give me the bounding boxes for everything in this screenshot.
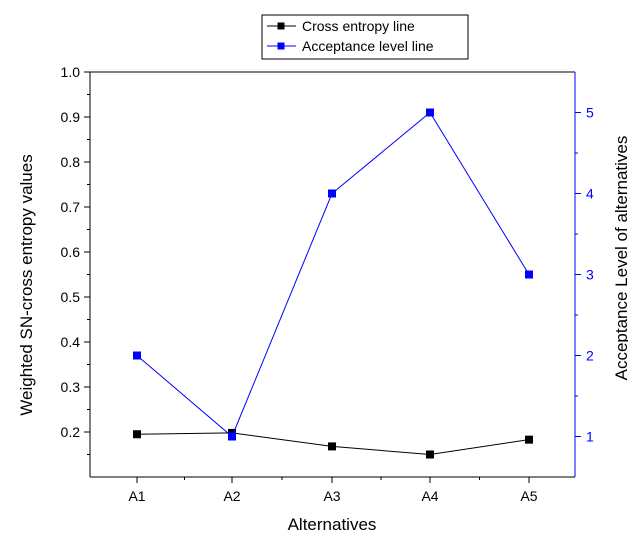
data-point-cross-entropy xyxy=(328,442,336,451)
series-line-acceptance-level xyxy=(136,111,530,438)
data-point-acceptance-level xyxy=(328,189,336,198)
x-tick-label: A2 xyxy=(223,488,240,504)
legend-label-cross-entropy: Cross entropy line xyxy=(302,18,415,34)
data-point-acceptance-level xyxy=(426,108,434,117)
x-tick-label: A5 xyxy=(520,488,537,504)
legend-marker-cross-entropy xyxy=(277,22,285,30)
series-layer xyxy=(133,108,533,459)
y-tick-label: 0.4 xyxy=(61,334,81,350)
y-right-tick-label: 5 xyxy=(586,105,594,121)
legend-label-acceptance: Acceptance level line xyxy=(302,38,434,54)
plot-area xyxy=(89,71,576,478)
data-point-acceptance-level xyxy=(133,351,141,360)
y-tick-label: 0.9 xyxy=(61,109,81,125)
y-tick-label: 1.0 xyxy=(61,64,81,80)
data-point-cross-entropy xyxy=(133,430,141,439)
y-right-tick-label: 1 xyxy=(586,429,594,445)
ticks: A1 A2 A3 A4 A5 0.2 0.3 0.4 0.5 0.6 0.7 0.8 0.9 1.0 1 2 3… xyxy=(61,64,594,504)
y-tick-label: 0.7 xyxy=(61,199,81,215)
y-tick-label: 0.2 xyxy=(61,424,81,440)
y-tick-label: 0.5 xyxy=(61,289,81,305)
y-tick-label: 0.3 xyxy=(61,379,81,395)
legend: Cross entropy line Acceptance level line xyxy=(261,14,469,60)
data-point-acceptance-level xyxy=(228,432,236,441)
x-axis-title: Alternatives xyxy=(288,515,377,534)
x-tick-label: A1 xyxy=(128,488,145,504)
x-tick-label: A3 xyxy=(323,488,340,504)
y-tick-label: 0.6 xyxy=(61,244,81,260)
y-axis-title: Weighted SN-cross entropy values xyxy=(17,154,36,415)
y-right-tick-label: 3 xyxy=(586,267,594,283)
data-point-cross-entropy xyxy=(525,435,533,444)
legend-marker-acceptance xyxy=(277,42,285,50)
data-point-acceptance-level xyxy=(525,270,533,279)
y-right-tick-label: 4 xyxy=(586,186,594,202)
y-tick-label: 0.8 xyxy=(61,154,81,170)
data-point-cross-entropy xyxy=(426,450,434,459)
y-axis-right-title: Acceptance Level of alternatives xyxy=(612,136,628,381)
x-tick-label: A4 xyxy=(421,488,438,504)
y-right-tick-label: 2 xyxy=(586,348,594,364)
legend-box xyxy=(261,14,469,60)
